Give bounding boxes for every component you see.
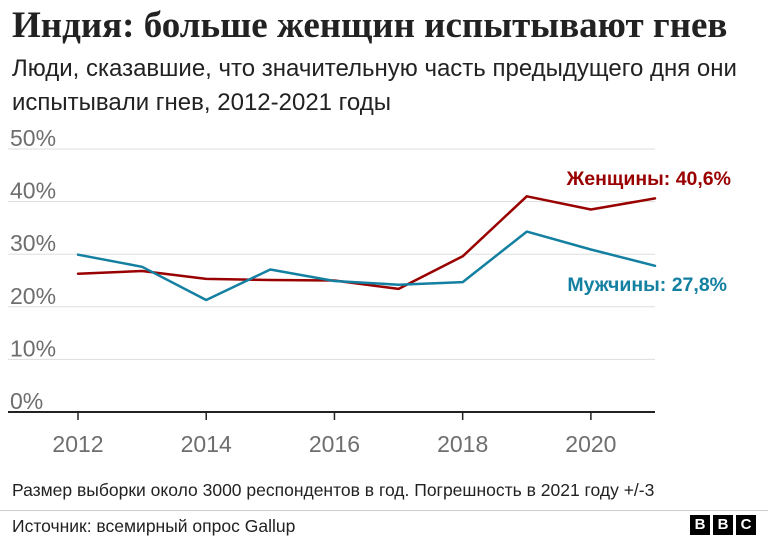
x-tick-label: 2014	[181, 431, 232, 457]
series-line-men	[76, 230, 657, 302]
y-tick-label: 50%	[10, 125, 56, 151]
y-tick-label: 10%	[10, 335, 56, 361]
line-chart: 0% 10% 20% 30% 40% 50% 2012 2014 2016 2018 2020 Жен…	[8, 125, 731, 457]
x-tick-label: 2012	[52, 431, 103, 457]
series-label-women: Женщины: 40,6%	[566, 168, 731, 190]
series-label-men: Мужчины: 27,8%	[567, 274, 727, 296]
x-tick-label: 2016	[309, 431, 360, 457]
bbc-logo: B B C	[690, 515, 756, 535]
y-tick-label: 20%	[10, 283, 56, 309]
sample-size-note: Размер выборки около 3000 респондентов в…	[12, 480, 655, 500]
y-tick-label: 30%	[10, 230, 56, 256]
chart-subtitle: Люди, сказавшие, что значительную часть …	[12, 55, 737, 116]
y-tick-label: 40%	[10, 178, 56, 204]
bbc-logo-letter: B	[690, 515, 710, 535]
source-text: Источник: всемирный опрос Gallup	[12, 516, 296, 536]
x-tick-label: 2020	[565, 431, 616, 457]
y-tick-label: 0%	[10, 388, 43, 414]
x-tick-label: 2018	[437, 431, 488, 457]
footer-divider	[0, 510, 768, 511]
bbc-logo-letter: B	[713, 515, 733, 535]
chart-title: Индия: больше женщин испытывают гнев	[12, 5, 728, 46]
bbc-logo-letter: C	[736, 515, 756, 535]
series-line-women	[76, 195, 657, 291]
